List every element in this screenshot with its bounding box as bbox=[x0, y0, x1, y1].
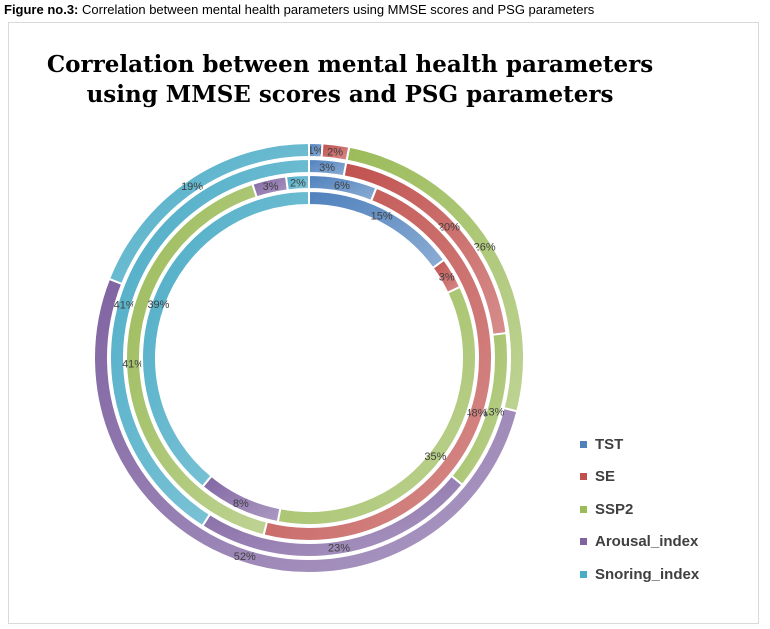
legend-swatch bbox=[580, 538, 587, 546]
legend: TST SE SSP2 Arousal_index Snoring_index bbox=[580, 428, 699, 591]
legend-label: Snoring_index bbox=[595, 565, 700, 583]
data-label-ring4-se: 3% bbox=[439, 272, 455, 284]
legend-item-arousal_index: Arousal_index bbox=[580, 526, 699, 559]
data-label-ring2-snoring_index: 41% bbox=[114, 299, 136, 311]
data-label-ring1-se: 2% bbox=[327, 147, 343, 159]
data-label-ring1-snoring_index: 19% bbox=[181, 181, 203, 193]
data-label-ring2-arousal_index: 23% bbox=[328, 543, 350, 555]
legend-swatch bbox=[580, 473, 587, 481]
figure-caption: Figure no.3: Correlation between mental … bbox=[4, 2, 594, 17]
segment-ring3-snoring_index bbox=[284, 173, 310, 192]
segment-ring1-snoring_index bbox=[107, 141, 310, 286]
data-label-ring4-arousal_index: 8% bbox=[233, 498, 249, 510]
legend-label: Arousal_index bbox=[595, 533, 699, 551]
segment-ring4-snoring_index bbox=[140, 189, 310, 489]
segment-ring2-snoring_index bbox=[109, 157, 310, 528]
legend-swatch bbox=[580, 505, 587, 513]
data-label-ring1-tst: 1% bbox=[308, 145, 324, 157]
data-label-ring4-snoring_index: 39% bbox=[147, 299, 169, 311]
chart-title-line-1: Correlation between mental health parame… bbox=[46, 51, 654, 78]
chart-title-line-2: using MMSE scores and PSG parameters bbox=[86, 81, 614, 108]
data-label-ring3-snoring_index: 2% bbox=[290, 177, 306, 189]
data-label-ring2-se: 20% bbox=[438, 222, 460, 234]
data-label-ring3-tst: 6% bbox=[334, 180, 350, 192]
legend-label: SSP2 bbox=[595, 500, 634, 518]
legend-label: SE bbox=[595, 468, 616, 486]
legend-item-tst: TST bbox=[580, 428, 699, 461]
caption-prefix: Figure no.3: bbox=[4, 2, 79, 17]
data-label-ring4-tst: 15% bbox=[371, 210, 393, 222]
data-label-ring2-tst: 3% bbox=[319, 162, 335, 174]
chart-title: Correlation between mental health parame… bbox=[40, 50, 660, 110]
data-label-ring3-arousal_index: 3% bbox=[263, 181, 279, 193]
caption-text: Correlation between mental health parame… bbox=[78, 2, 595, 17]
legend-item-se: SE bbox=[580, 461, 699, 494]
legend-label: TST bbox=[595, 435, 624, 453]
data-label-ring1-ssp2: 26% bbox=[474, 242, 496, 254]
legend-swatch bbox=[580, 440, 587, 448]
data-label-ring3-ssp2: 41% bbox=[122, 359, 144, 371]
legend-item-snoring_index: Snoring_index bbox=[580, 558, 699, 591]
data-label-ring1-arousal_index: 52% bbox=[234, 551, 256, 563]
data-label-ring3-se: 48% bbox=[465, 407, 487, 419]
chart-frame bbox=[8, 22, 759, 624]
data-label-ring2-ssp2: 13% bbox=[482, 407, 504, 419]
data-label-ring4-ssp2: 35% bbox=[424, 451, 446, 463]
legend-swatch bbox=[580, 570, 587, 578]
legend-item-ssp2: SSP2 bbox=[580, 493, 699, 526]
